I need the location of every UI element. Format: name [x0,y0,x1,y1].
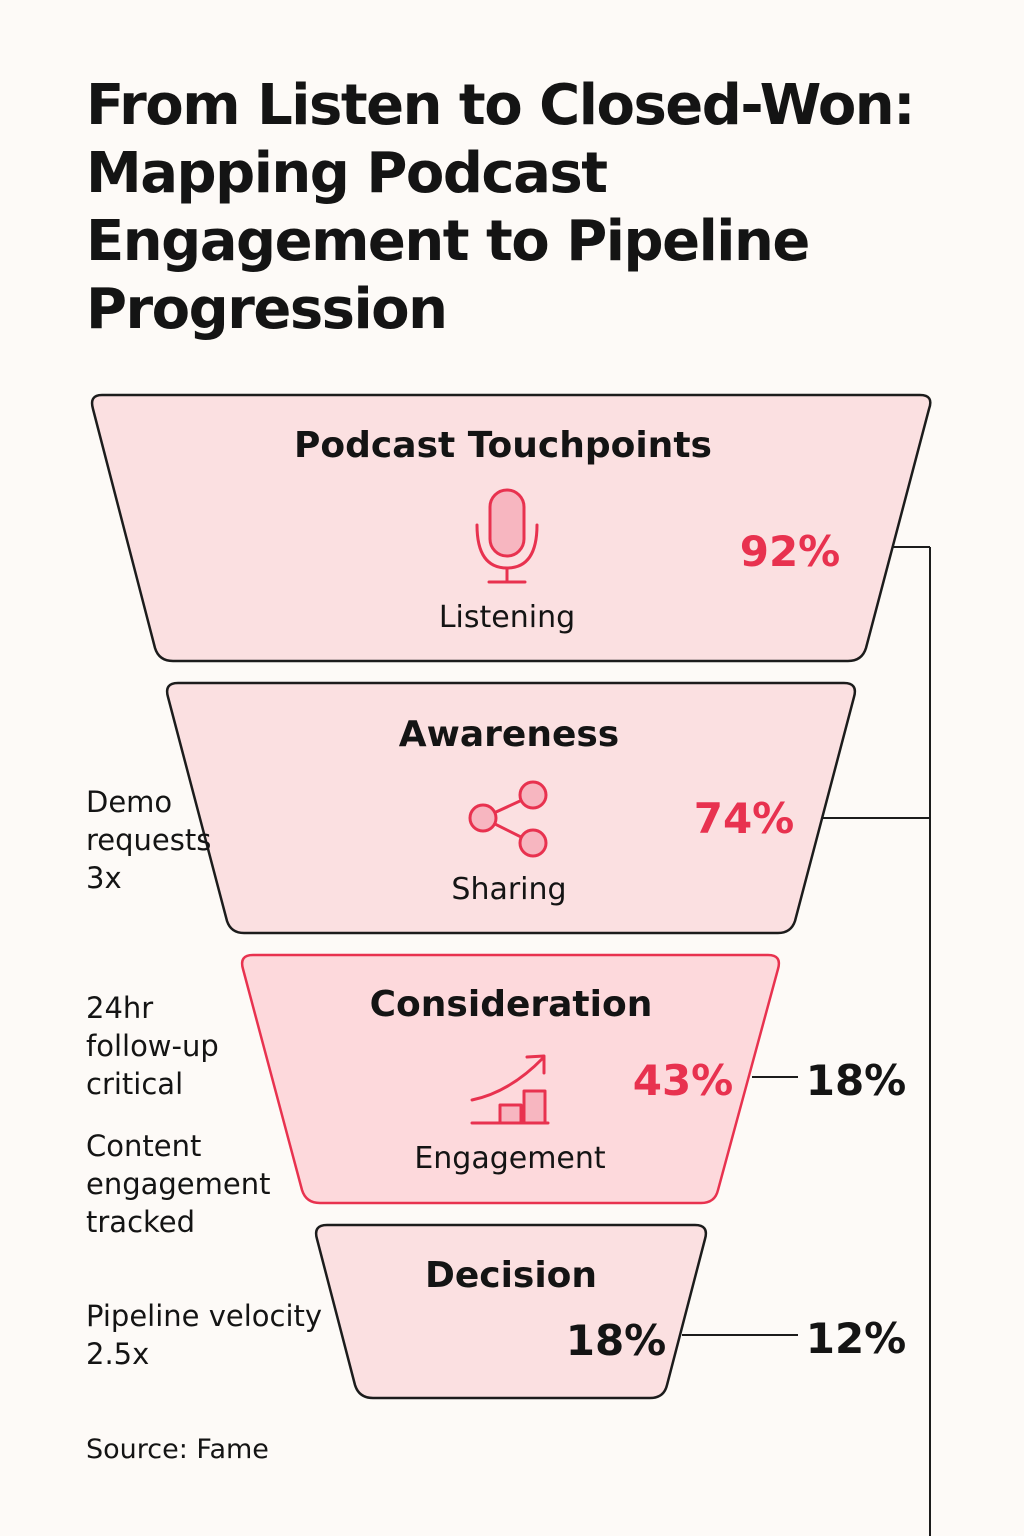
share-icon [468,780,548,858]
connector-lines [682,546,931,1536]
stage-shape [314,1223,708,1400]
stage-percent: 18% [566,1316,667,1365]
stage-title: Decision [425,1255,597,1296]
stage-label: Listening [439,600,575,635]
title-line-4: Progression [86,277,448,342]
funnel-stage-podcast-touchpoints: Podcast Touchpoints Listening 92% [90,393,932,663]
stage-label: Sharing [451,872,566,907]
funnel-stage-consideration: Consideration Engagement 43% [240,953,781,1205]
stage-title: Podcast Touchpoints [294,425,712,466]
side-note-follow-up: 24hr follow-up critical [86,991,219,1101]
stage-percent: 74% [694,794,795,843]
stage-percent: 92% [740,527,841,576]
side-note-content-engagement: Content engagement tracked [86,1129,271,1239]
growth-chart-icon [470,1054,550,1125]
title-line-2: Mapping Podcast [86,141,608,206]
funnel-stage-decision: Decision 18% [314,1223,708,1400]
connector-value-decision: 12% [806,1314,907,1363]
source-credit: Source: Fame [86,1434,269,1465]
funnel-stage-awareness: Awareness Sharing 74% [165,681,857,935]
stage-title: Awareness [399,714,619,755]
side-note-pipeline-velocity: Pipeline velocity 2.5x [86,1299,323,1371]
side-note-demo-requests: Demo requests 3x [86,785,212,895]
stage-shape [165,681,857,935]
stage-percent: 43% [633,1056,734,1105]
stage-shape [240,953,781,1205]
stage-title: Consideration [370,984,653,1025]
page-title: From Listen to Closed-Won: Mapping Podca… [86,72,966,344]
title-line-3: Engagement to Pipeline [86,209,810,274]
stage-label: Engagement [414,1141,606,1176]
title-line-1: From Listen to Closed-Won: [86,73,916,138]
connector-value-consideration: 18% [806,1056,907,1105]
microphone-icon [475,488,539,584]
